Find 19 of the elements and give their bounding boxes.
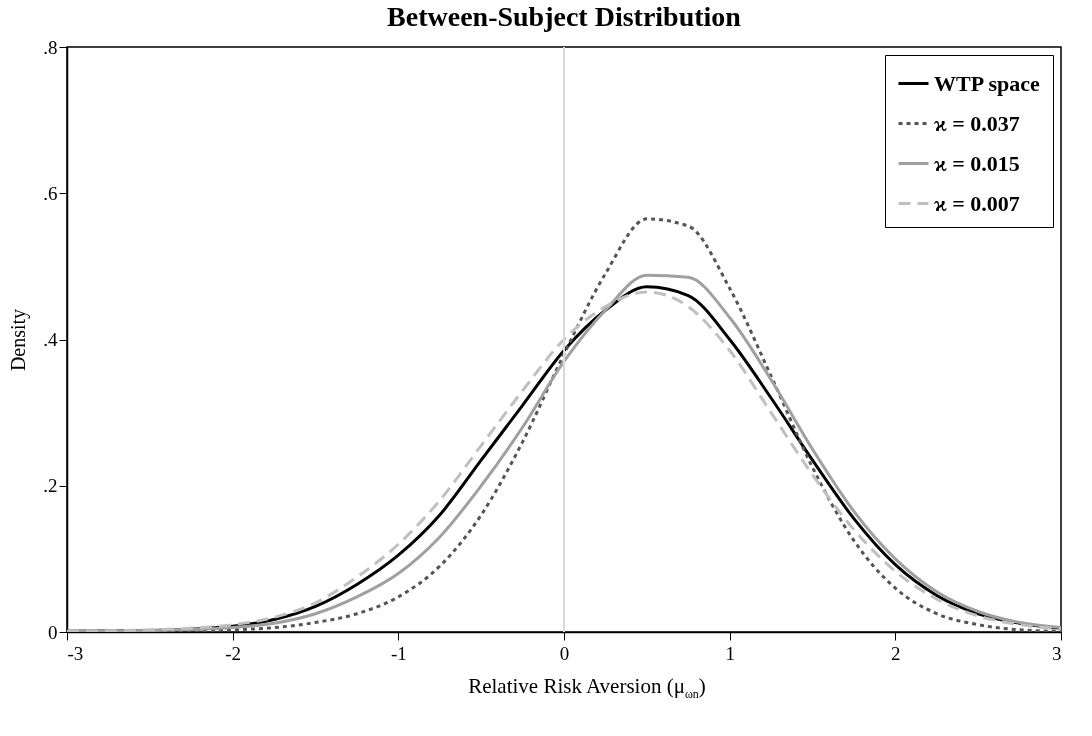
y-axis-title: Density: [7, 308, 31, 372]
legend-label: ϰ = 0.007: [934, 190, 1020, 216]
x-tick-label: -2: [225, 642, 242, 664]
x-tick-label: 1: [725, 642, 735, 664]
y-tick-label: .8: [43, 36, 58, 58]
x-tick-label: 2: [891, 642, 901, 664]
y-tick-label: .2: [43, 475, 58, 497]
y-tick-label: .6: [43, 182, 58, 204]
x-tick-label: -3: [67, 642, 84, 664]
x-tick-label: 0: [559, 642, 570, 664]
legend-label: WTP space: [934, 70, 1040, 96]
x-tick-label: -1: [390, 642, 407, 664]
legend-label: ϰ = 0.037: [934, 110, 1020, 136]
y-tick-label: 0: [48, 621, 58, 643]
x-axis-title: Relative Risk Aversion (μ$_{ωn}$): [467, 674, 707, 703]
x-tick-label: 3: [1052, 642, 1062, 664]
legend-label: ϰ = 0.015: [934, 150, 1020, 176]
y-tick-label: .4: [43, 329, 58, 350]
chart-title: Between-Subject Distribution: [387, 1, 742, 32]
